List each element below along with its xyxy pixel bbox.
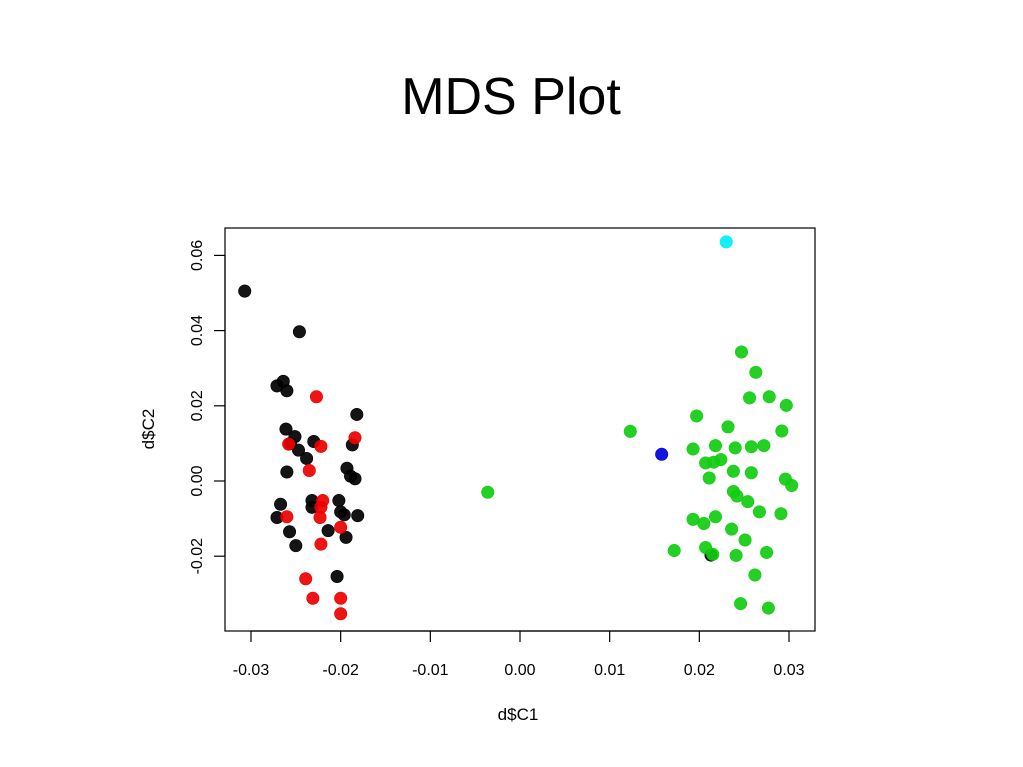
data-point bbox=[729, 548, 743, 562]
x-tick-label: 0.01 bbox=[594, 662, 625, 679]
y-axis-label: d$C2 bbox=[139, 409, 158, 450]
x-axis: -0.03 -0.02 -0.01 0.00 0.01 0.02 0.03 bbox=[233, 630, 805, 679]
data-point bbox=[697, 516, 711, 530]
data-point bbox=[775, 424, 789, 438]
x-tick-label: 0.02 bbox=[684, 662, 715, 679]
data-point bbox=[725, 522, 739, 536]
data-point bbox=[350, 407, 364, 421]
data-point bbox=[744, 466, 758, 480]
data-point bbox=[351, 509, 365, 523]
x-axis-label: d$C1 bbox=[498, 705, 539, 724]
data-point bbox=[274, 497, 288, 511]
data-point bbox=[760, 545, 774, 559]
data-point bbox=[706, 547, 720, 561]
data-point bbox=[332, 494, 346, 508]
data-point bbox=[734, 597, 748, 611]
data-point bbox=[309, 390, 323, 404]
data-point bbox=[289, 539, 303, 553]
y-tick-label: 0.06 bbox=[189, 240, 206, 271]
data-point bbox=[779, 398, 793, 412]
data-point bbox=[714, 453, 728, 467]
data-point bbox=[761, 601, 775, 615]
data-point bbox=[774, 507, 788, 521]
data-point bbox=[348, 431, 362, 445]
data-point bbox=[738, 533, 752, 547]
data-point bbox=[313, 510, 327, 524]
data-point bbox=[238, 284, 252, 298]
data-point bbox=[749, 365, 763, 379]
chart-title: MDS Plot bbox=[401, 68, 621, 126]
data-point bbox=[667, 544, 681, 558]
y-axis: -0.02 0.00 0.02 0.04 0.06 bbox=[189, 240, 226, 575]
y-tick-label: 0.02 bbox=[189, 390, 206, 421]
data-point bbox=[334, 520, 348, 534]
data-point bbox=[708, 439, 722, 453]
data-point bbox=[623, 424, 637, 438]
data-point bbox=[300, 451, 314, 465]
data-point bbox=[719, 235, 733, 249]
data-point bbox=[721, 420, 735, 434]
data-point bbox=[299, 572, 313, 586]
x-tick-label: -0.02 bbox=[322, 662, 359, 679]
data-point bbox=[726, 464, 740, 478]
y-tick-label: 0.04 bbox=[189, 315, 206, 346]
data-point bbox=[748, 568, 762, 582]
data-point bbox=[282, 437, 296, 451]
data-point bbox=[339, 530, 353, 544]
x-tick-label: -0.03 bbox=[233, 662, 270, 679]
x-tick-label: 0.03 bbox=[773, 662, 804, 679]
data-point bbox=[302, 463, 316, 477]
data-point bbox=[690, 409, 704, 423]
data-point bbox=[741, 495, 755, 509]
data-point bbox=[280, 465, 294, 479]
data-point bbox=[292, 443, 306, 457]
data-point bbox=[306, 591, 320, 605]
data-point bbox=[702, 471, 716, 485]
data-point bbox=[292, 325, 306, 339]
data-point bbox=[708, 510, 722, 524]
x-tick-label: 0.00 bbox=[504, 662, 535, 679]
data-point bbox=[744, 440, 758, 454]
data-point bbox=[757, 439, 771, 453]
points-layer bbox=[238, 235, 799, 621]
data-point bbox=[314, 439, 328, 453]
data-point bbox=[481, 485, 495, 499]
data-point bbox=[743, 391, 757, 405]
data-point bbox=[752, 505, 766, 519]
x-tick-label: -0.01 bbox=[412, 662, 449, 679]
data-point bbox=[785, 479, 799, 493]
y-tick-label: -0.02 bbox=[189, 538, 206, 575]
data-point bbox=[728, 441, 742, 455]
data-point bbox=[280, 384, 294, 398]
data-point bbox=[334, 591, 348, 605]
data-point bbox=[762, 390, 776, 404]
y-tick-label: 0.00 bbox=[189, 465, 206, 496]
data-point bbox=[734, 345, 748, 359]
data-point bbox=[348, 472, 362, 486]
data-point bbox=[686, 442, 700, 456]
data-point bbox=[730, 489, 744, 503]
data-point bbox=[334, 607, 348, 621]
data-point bbox=[330, 570, 344, 584]
data-point bbox=[283, 525, 297, 539]
data-point bbox=[655, 447, 669, 461]
data-point bbox=[314, 537, 328, 551]
data-point bbox=[279, 422, 293, 436]
data-point bbox=[337, 508, 351, 522]
data-point bbox=[321, 524, 335, 538]
data-point bbox=[280, 510, 294, 524]
